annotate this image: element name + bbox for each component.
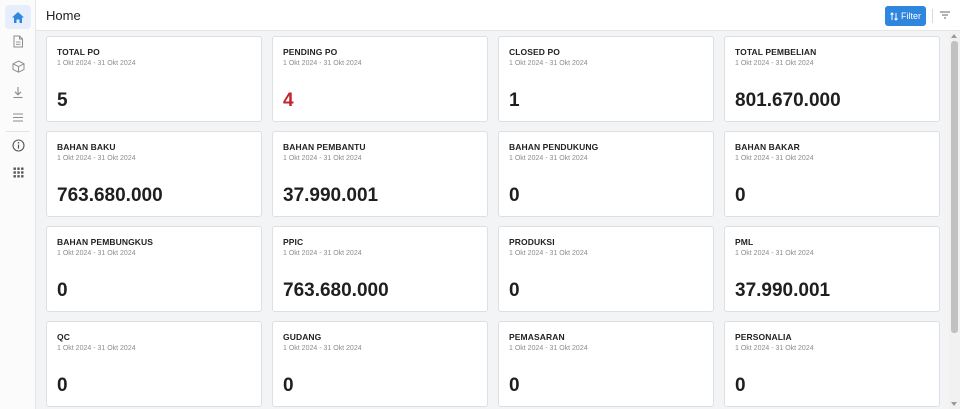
card-value: 0 bbox=[735, 185, 746, 206]
card-label: BAHAN PEMBUNGKUS bbox=[57, 237, 154, 247]
page-title: Home bbox=[46, 8, 81, 23]
card-value: 37.990.001 bbox=[735, 280, 831, 301]
filter-button-label: Filter bbox=[901, 11, 921, 21]
card-value: 0 bbox=[509, 185, 520, 206]
card-date-range: 1 Okt 2024 - 31 Okt 2024 bbox=[509, 60, 588, 67]
toolbar-separator bbox=[932, 9, 933, 23]
card-value: 763.680.000 bbox=[283, 280, 389, 301]
top-bar: Home Filter bbox=[36, 0, 960, 31]
card-value: 0 bbox=[57, 280, 68, 301]
card-value: 5 bbox=[57, 90, 68, 111]
card-date-range: 1 Okt 2024 - 31 Okt 2024 bbox=[735, 60, 814, 67]
sidebar-item-home[interactable] bbox=[5, 5, 31, 29]
summary-card-bahan-baku: BAHAN BAKU 1 Okt 2024 - 31 Okt 2024 763.… bbox=[46, 131, 262, 217]
card-date-range: 1 Okt 2024 - 31 Okt 2024 bbox=[283, 250, 362, 257]
card-date-range: 1 Okt 2024 - 31 Okt 2024 bbox=[735, 250, 814, 257]
summary-card-gudang: GUDANG 1 Okt 2024 - 31 Okt 2024 0 bbox=[272, 321, 488, 407]
card-date-range: 1 Okt 2024 - 31 Okt 2024 bbox=[735, 345, 814, 352]
home-icon bbox=[12, 11, 24, 23]
card-date-range: 1 Okt 2024 - 31 Okt 2024 bbox=[509, 345, 588, 352]
sidebar-divider bbox=[6, 131, 30, 132]
document-icon bbox=[13, 35, 23, 47]
card-date-range: 1 Okt 2024 - 31 Okt 2024 bbox=[283, 60, 362, 67]
summary-card-grid: TOTAL PO 1 Okt 2024 - 31 Okt 2024 5 PEND… bbox=[46, 36, 940, 407]
card-date-range: 1 Okt 2024 - 31 Okt 2024 bbox=[57, 155, 136, 162]
card-label: BAHAN PENDUKUNG bbox=[509, 142, 599, 152]
card-value: 0 bbox=[57, 375, 68, 396]
filter-button[interactable]: Filter bbox=[885, 6, 926, 26]
summary-card-total-po: TOTAL PO 1 Okt 2024 - 31 Okt 2024 5 bbox=[46, 36, 262, 122]
sidebar-item-download[interactable] bbox=[5, 80, 31, 104]
scroll-thumb[interactable] bbox=[951, 41, 958, 333]
card-label: TOTAL PO bbox=[57, 47, 100, 57]
summary-card-qc: QC 1 Okt 2024 - 31 Okt 2024 0 bbox=[46, 321, 262, 407]
sidebar-item-apps[interactable] bbox=[5, 160, 31, 184]
card-label: TOTAL PEMBELIAN bbox=[735, 47, 817, 57]
card-value: 0 bbox=[509, 375, 520, 396]
card-date-range: 1 Okt 2024 - 31 Okt 2024 bbox=[509, 250, 588, 257]
card-label: BAHAN PEMBANTU bbox=[283, 142, 366, 152]
summary-card-bahan-pembungkus: BAHAN PEMBUNGKUS 1 Okt 2024 - 31 Okt 202… bbox=[46, 226, 262, 312]
menu-icon bbox=[13, 113, 23, 121]
summary-card-personalia: PERSONALIA 1 Okt 2024 - 31 Okt 2024 0 bbox=[724, 321, 940, 407]
card-value: 37.990.001 bbox=[283, 185, 379, 206]
card-value: 4 bbox=[283, 90, 294, 111]
card-label: PML bbox=[735, 237, 754, 247]
card-label: BAHAN BAKAR bbox=[735, 142, 800, 152]
sort-arrows-icon bbox=[890, 11, 898, 21]
summary-card-total-pembelian: TOTAL PEMBELIAN 1 Okt 2024 - 31 Okt 2024… bbox=[724, 36, 940, 122]
card-value: 0 bbox=[735, 375, 746, 396]
card-value: 1 bbox=[509, 90, 520, 111]
card-date-range: 1 Okt 2024 - 31 Okt 2024 bbox=[57, 345, 136, 352]
card-label: PPIC bbox=[283, 237, 304, 247]
card-label: CLOSED PO bbox=[509, 47, 560, 57]
card-date-range: 1 Okt 2024 - 31 Okt 2024 bbox=[57, 60, 136, 67]
download-icon bbox=[13, 86, 23, 98]
card-label: GUDANG bbox=[283, 332, 322, 342]
card-label: PEMASARAN bbox=[509, 332, 565, 342]
card-value: 801.670.000 bbox=[735, 90, 841, 111]
card-date-range: 1 Okt 2024 - 31 Okt 2024 bbox=[509, 155, 588, 162]
apps-grid-icon bbox=[13, 167, 23, 177]
summary-card-produksi: PRODUKSI 1 Okt 2024 - 31 Okt 2024 0 bbox=[498, 226, 714, 312]
card-label: PRODUKSI bbox=[509, 237, 555, 247]
sidebar bbox=[0, 0, 36, 409]
card-date-range: 1 Okt 2024 - 31 Okt 2024 bbox=[283, 155, 362, 162]
summary-card-bahan-bakar: BAHAN BAKAR 1 Okt 2024 - 31 Okt 2024 0 bbox=[724, 131, 940, 217]
card-label: QC bbox=[57, 332, 70, 342]
card-date-range: 1 Okt 2024 - 31 Okt 2024 bbox=[283, 345, 362, 352]
summary-card-pending-po: PENDING PO 1 Okt 2024 - 31 Okt 2024 4 bbox=[272, 36, 488, 122]
card-label: BAHAN BAKU bbox=[57, 142, 116, 152]
sidebar-item-inventory[interactable] bbox=[5, 54, 31, 78]
sidebar-item-list[interactable] bbox=[5, 105, 31, 129]
scroll-up-arrow-icon[interactable] bbox=[951, 34, 957, 38]
filter-lines-icon[interactable] bbox=[939, 10, 951, 20]
summary-card-ppic: PPIC 1 Okt 2024 - 31 Okt 2024 763.680.00… bbox=[272, 226, 488, 312]
summary-card-closed-po: CLOSED PO 1 Okt 2024 - 31 Okt 2024 1 bbox=[498, 36, 714, 122]
sidebar-item-documents[interactable] bbox=[5, 29, 31, 53]
sidebar-item-info[interactable] bbox=[5, 133, 31, 157]
card-date-range: 1 Okt 2024 - 31 Okt 2024 bbox=[57, 250, 136, 257]
card-value: 763.680.000 bbox=[57, 185, 163, 206]
box-icon bbox=[12, 59, 24, 73]
card-date-range: 1 Okt 2024 - 31 Okt 2024 bbox=[735, 155, 814, 162]
summary-card-pml: PML 1 Okt 2024 - 31 Okt 2024 37.990.001 bbox=[724, 226, 940, 312]
card-value: 0 bbox=[509, 280, 520, 301]
page-scrollbar[interactable] bbox=[949, 31, 960, 409]
scroll-down-arrow-icon[interactable] bbox=[951, 402, 957, 406]
card-value: 0 bbox=[283, 375, 294, 396]
summary-card-bahan-pendukung: BAHAN PENDUKUNG 1 Okt 2024 - 31 Okt 2024… bbox=[498, 131, 714, 217]
card-label: PENDING PO bbox=[283, 47, 338, 57]
summary-card-pemasaran: PEMASARAN 1 Okt 2024 - 31 Okt 2024 0 bbox=[498, 321, 714, 407]
summary-card-bahan-pembantu: BAHAN PEMBANTU 1 Okt 2024 - 31 Okt 2024 … bbox=[272, 131, 488, 217]
info-icon bbox=[11, 138, 25, 152]
card-label: PERSONALIA bbox=[735, 332, 792, 342]
